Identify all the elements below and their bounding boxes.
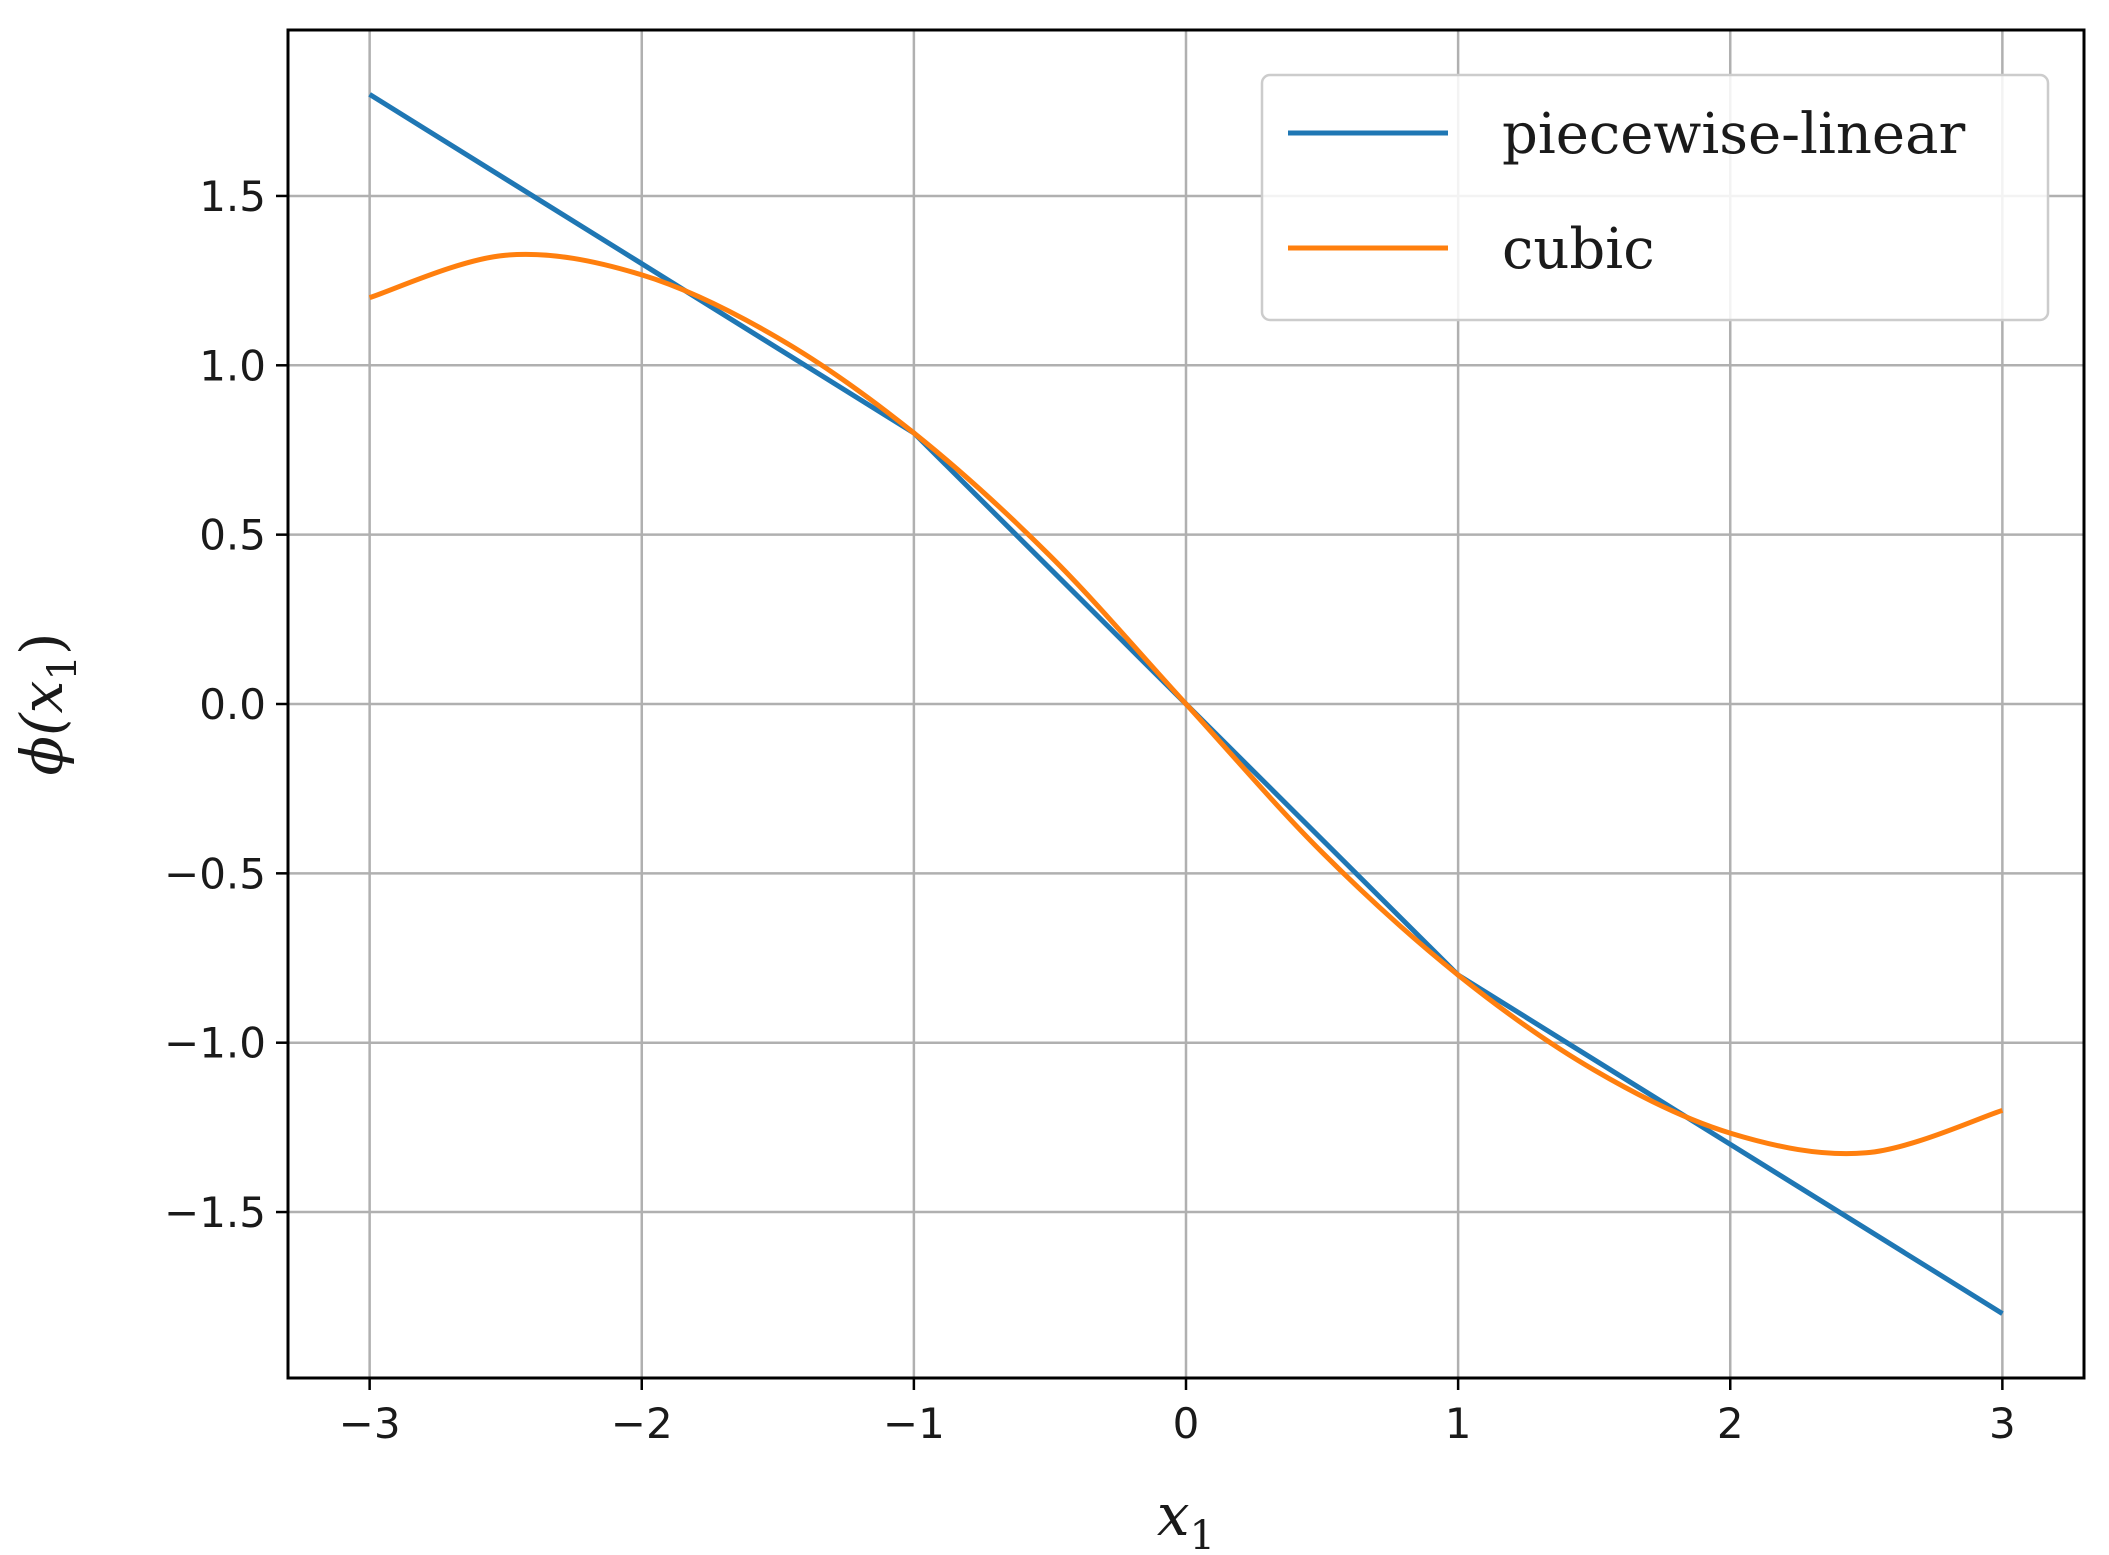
- x-axis-label-main: x: [1157, 1481, 1190, 1549]
- y-tick-label: 0.0: [199, 680, 266, 729]
- y-axis-label: ϕ(x1): [8, 633, 86, 776]
- x-axis-label: x1: [1157, 1481, 1215, 1555]
- y-tick-label: −1.0: [164, 1019, 266, 1068]
- y-tick-label: 1.5: [199, 172, 266, 221]
- y-tick-label: 0.5: [199, 511, 266, 560]
- y-tick-label: −0.5: [164, 849, 266, 898]
- legend-label-cubic: cubic: [1502, 217, 1655, 282]
- x-tick-label: −3: [339, 1399, 401, 1448]
- y-tick-label: −1.5: [164, 1188, 266, 1237]
- y-axis-label-close: ): [8, 633, 76, 656]
- x-tick-label: 3: [1989, 1399, 2016, 1448]
- legend-box: [1260, 73, 2050, 322]
- legend-label-piecewise-linear: piecewise-linear: [1502, 102, 1965, 167]
- y-axis-label-subscript: 1: [40, 655, 86, 680]
- series-line-cubic: [368, 251, 2004, 1157]
- ticks: −3 −2 −1 0 1 2 3 −1.5 −1.0 −0.5 0.0 0.5 1.0 1.5: [164, 172, 2016, 1448]
- legend: piecewise-linear cubic: [1260, 73, 2050, 322]
- x-tick-label: 2: [1717, 1399, 1744, 1448]
- x-tick-label: 0: [1173, 1399, 1200, 1448]
- y-axis-label-main: ϕ(x: [8, 681, 76, 776]
- x-tick-label: −2: [611, 1399, 673, 1448]
- series-layer: [368, 92, 2004, 1316]
- y-tick-label: 1.0: [199, 341, 266, 390]
- x-tick-label: 1: [1445, 1399, 1472, 1448]
- x-tick-label: −1: [883, 1399, 945, 1448]
- x-axis-label-subscript: 1: [1190, 1513, 1215, 1555]
